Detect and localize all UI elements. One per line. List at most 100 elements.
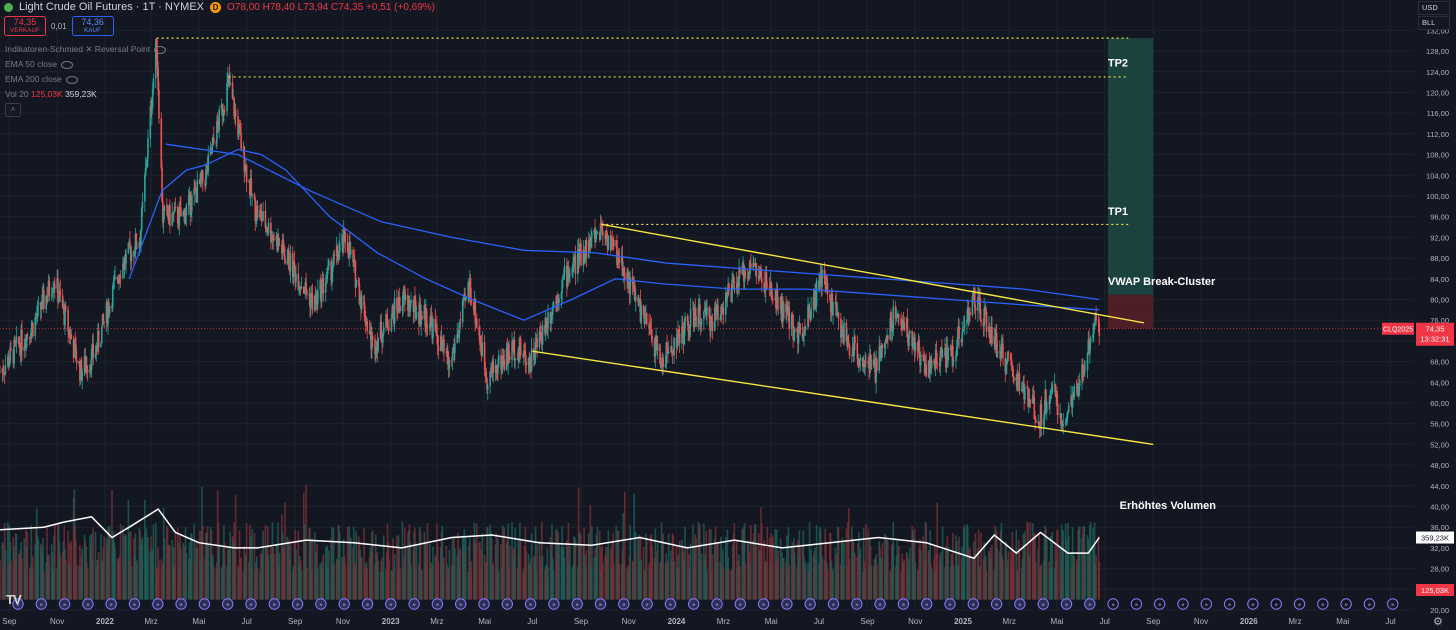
candle-body (187, 195, 190, 206)
candle-body (650, 328, 653, 336)
volume-bar (865, 523, 867, 600)
candle-body (984, 308, 986, 315)
candle-body (495, 365, 498, 373)
volume-bar (1095, 555, 1097, 600)
candle-body (974, 307, 977, 311)
candle-body (585, 240, 588, 258)
candle-body (637, 296, 639, 303)
hidden-eye-icon[interactable] (60, 60, 73, 69)
annotation-label: TP1 (1108, 206, 1128, 218)
currency-selector[interactable]: USD (1418, 1, 1450, 15)
volume-bar (256, 568, 259, 600)
hidden-eye-icon[interactable] (65, 75, 78, 84)
volume-bar (1035, 562, 1037, 600)
volume-bar (103, 536, 105, 600)
symbol-title[interactable]: Light Crude Oil Futures · 1T · NYMEX (19, 1, 205, 13)
candle-body (272, 235, 275, 240)
candle-body (436, 336, 439, 347)
volume-bar (48, 555, 51, 600)
indicator-reversal[interactable]: Indikatoren-Schmied ✕ Reversal Point (5, 44, 167, 55)
volume-ma-tag: 359,23K (1421, 534, 1449, 543)
candle-body (724, 292, 727, 315)
volume-bar (534, 526, 537, 600)
candle-body (854, 336, 856, 344)
candle-body (145, 166, 148, 168)
candle-body (18, 343, 21, 347)
candle-body (94, 354, 97, 358)
volume-bar (703, 523, 705, 600)
candle-body (649, 324, 652, 329)
volume-bar (876, 564, 878, 600)
chart-grid (0, 0, 1414, 611)
candle-body (761, 278, 763, 283)
candle-body (338, 243, 341, 252)
candle-body (667, 352, 670, 354)
volume-bar (1015, 529, 1018, 600)
volume-bar (1098, 561, 1101, 600)
event-arrow: » (319, 602, 323, 609)
candle-body (1067, 411, 1069, 415)
candle-body (1064, 422, 1067, 424)
price-tick-label: 132,00 (1426, 26, 1449, 35)
volume-bar (507, 523, 509, 600)
candle-body (788, 306, 791, 330)
volume-bar (399, 568, 401, 600)
candle-body (567, 268, 570, 280)
candle-body (973, 287, 976, 308)
volume-bar (21, 558, 23, 600)
candle-body (114, 277, 116, 279)
event-arrow: » (762, 602, 766, 609)
event-arrow: » (925, 602, 929, 609)
candle-body (459, 322, 462, 323)
candle-body (1049, 394, 1052, 399)
candle-body (233, 97, 235, 117)
candle-body (273, 239, 275, 241)
candle-body (602, 231, 604, 236)
candle-body (675, 337, 678, 348)
candle-body (390, 318, 393, 331)
indicator-volume[interactable]: Vol 20 125,03K 359,23K (5, 89, 97, 99)
candle-body (665, 342, 668, 365)
candle-body (703, 311, 705, 320)
candle-body (385, 314, 387, 328)
buy-button[interactable]: 74,36 KAUF (71, 16, 114, 36)
candle-body (451, 351, 454, 361)
event-arrow: » (599, 602, 603, 609)
volume-bar (1049, 535, 1052, 600)
indicator-ema50[interactable]: EMA 50 close (5, 59, 73, 69)
volume-bar (622, 513, 625, 600)
candle-body (969, 312, 971, 316)
volume-bar (782, 558, 785, 600)
candle-body (634, 296, 637, 302)
candle-body (100, 343, 102, 348)
candle-body (1097, 320, 1100, 324)
dividend-event-icon (1084, 598, 1096, 610)
candle-body (596, 232, 599, 234)
price-axis-bg (1414, 0, 1456, 630)
time-tick-label: Jul (527, 617, 537, 626)
dividend-event-icon (1200, 598, 1213, 610)
last-price-label: 74,35 (1426, 325, 1445, 334)
volume-bar (1051, 531, 1054, 600)
collapse-legend-icon[interactable]: ˄ (5, 103, 21, 117)
candle-body (616, 240, 618, 265)
hidden-eye-icon[interactable] (154, 45, 167, 54)
volume-bar (722, 566, 725, 600)
indicator-ema200[interactable]: EMA 200 close (5, 74, 78, 84)
candle-body (61, 295, 64, 308)
price-tick-label: 100,00 (1426, 192, 1449, 201)
candle-body (1042, 418, 1045, 426)
candle-body (185, 205, 188, 216)
candle-body (765, 272, 768, 286)
gear-icon[interactable]: ⚙ (1433, 616, 1443, 628)
tradingview-logo-icon[interactable]: TV (6, 592, 22, 607)
time-tick-label: 2023 (382, 617, 400, 626)
candle-body (194, 188, 197, 193)
candle-body (266, 227, 268, 232)
candle-body (700, 319, 703, 326)
unit-selector[interactable]: BLL (1418, 16, 1450, 30)
symbol-header[interactable]: Light Crude Oil Futures · 1T · NYMEX D O… (4, 1, 435, 13)
sell-button[interactable]: 74,35 VERKAUF (4, 16, 46, 36)
candle-body (386, 319, 389, 329)
